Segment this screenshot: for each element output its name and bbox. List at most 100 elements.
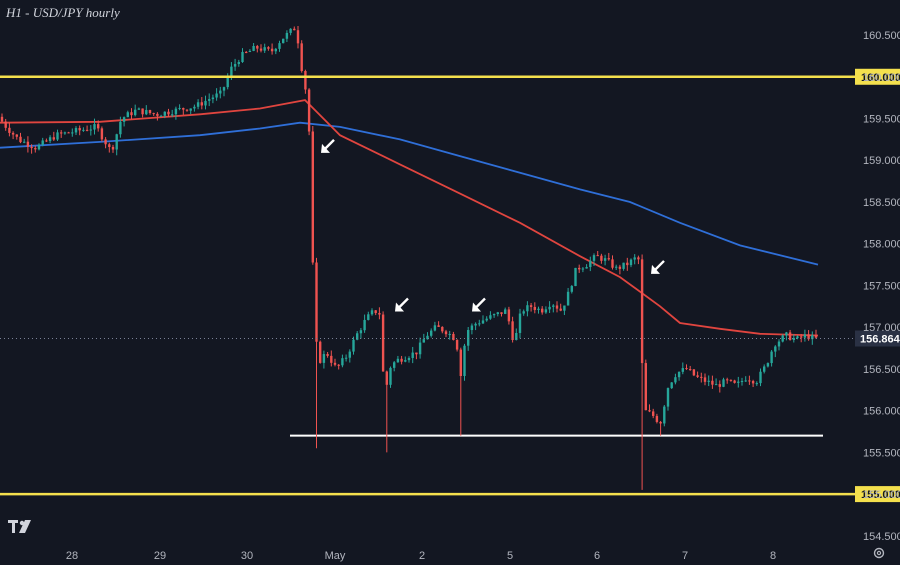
- candle-body: [596, 255, 599, 257]
- candle-body: [326, 354, 329, 356]
- y-tick-label: 155.000: [863, 489, 900, 501]
- candle-body: [189, 108, 192, 111]
- candle-body: [319, 341, 322, 363]
- candle-body: [548, 306, 551, 310]
- candle-body: [592, 255, 596, 261]
- level-price-tag: [855, 486, 900, 503]
- candle-body: [803, 334, 807, 338]
- candle-body: [711, 380, 714, 385]
- candle-body: [237, 62, 240, 65]
- candle-body: [19, 136, 22, 143]
- level-price-label: 155.000: [861, 489, 900, 501]
- candle-body: [344, 357, 348, 359]
- candle-body: [137, 108, 141, 110]
- candle-body: [607, 258, 610, 260]
- candle-body: [481, 320, 485, 324]
- candle-body: [570, 286, 573, 292]
- candle-body: [307, 89, 311, 132]
- candle-body: [759, 371, 762, 384]
- candle-body: [215, 93, 218, 98]
- candle-body: [119, 121, 122, 135]
- candle-body: [781, 335, 784, 342]
- candle-body: [241, 51, 244, 63]
- y-tick-label: 160.000: [863, 72, 900, 84]
- candle-body: [755, 383, 758, 385]
- candle-body: [581, 268, 585, 270]
- candle-body: [63, 132, 67, 134]
- y-tick-label: 157.000: [863, 322, 900, 334]
- candle-body: [685, 368, 688, 370]
- candle-body: [529, 305, 533, 307]
- annotation-arrow: [395, 297, 409, 312]
- candle-body: [433, 325, 437, 331]
- candle-body: [574, 267, 577, 287]
- candle-body: [278, 43, 281, 49]
- candle-body: [811, 335, 814, 340]
- candle-body: [89, 129, 92, 131]
- candle-body: [26, 141, 30, 147]
- candle-body: [448, 333, 451, 335]
- candle-body: [145, 110, 148, 115]
- x-tick-label: 6: [594, 550, 600, 562]
- candle-body: [370, 310, 374, 315]
- candle-body: [152, 113, 155, 115]
- candle-body: [563, 305, 566, 311]
- candle-body: [230, 66, 233, 78]
- candle-body: [485, 318, 488, 321]
- candle-body: [459, 349, 462, 377]
- candle-body: [322, 354, 326, 363]
- candle-body: [111, 146, 115, 150]
- candle-body: [766, 363, 770, 367]
- candle-body: [8, 127, 11, 133]
- chart-title: H1 - USD/JPY hourly: [6, 5, 120, 20]
- candle-body: [67, 132, 70, 134]
- candle-body: [200, 102, 203, 106]
- candle-body: [504, 309, 507, 314]
- x-tick-label: 30: [241, 550, 253, 562]
- candle-body: [171, 114, 174, 116]
- candle-body: [511, 321, 514, 340]
- candle-body: [333, 362, 337, 365]
- x-tick-label: 28: [66, 550, 78, 562]
- candle-body: [726, 379, 729, 381]
- candle-body: [437, 325, 440, 327]
- x-tick-label: 2: [419, 550, 425, 562]
- candle-body: [559, 308, 562, 311]
- candle-body: [566, 291, 570, 306]
- candle-body: [389, 367, 392, 385]
- candle-body: [526, 305, 529, 312]
- candle-body: [82, 129, 85, 131]
- candle-body: [418, 342, 422, 355]
- y-tick-label: 160.500: [863, 30, 900, 42]
- candle-body: [415, 352, 418, 355]
- candle-body: [100, 128, 104, 140]
- candle-body: [141, 108, 144, 115]
- arrow-head: [472, 302, 481, 312]
- candle-body: [385, 371, 388, 385]
- candle-body: [259, 48, 263, 51]
- candle-body: [492, 314, 496, 316]
- candle-body: [670, 382, 673, 389]
- candle-body: [800, 336, 803, 338]
- candle-body: [663, 406, 666, 424]
- candle-body: [267, 47, 270, 49]
- candle-body: [744, 380, 747, 382]
- candle-body: [807, 334, 810, 340]
- candle-body: [363, 319, 366, 331]
- candle-body: [655, 415, 659, 422]
- candle-body: [293, 28, 296, 31]
- candle-body: [174, 108, 178, 115]
- candle-body: [134, 109, 137, 116]
- level-price-label: 160.000: [861, 72, 900, 84]
- gear-icon[interactable]: [872, 546, 886, 560]
- candle-body: [348, 351, 351, 358]
- candle-body: [496, 312, 499, 315]
- candle-body: [374, 310, 377, 314]
- candle-body: [737, 381, 740, 383]
- candle-body: [85, 129, 89, 131]
- candle-body: [552, 305, 555, 307]
- candle-body: [252, 45, 255, 51]
- candle-body: [515, 332, 518, 340]
- candle-body: [337, 364, 340, 366]
